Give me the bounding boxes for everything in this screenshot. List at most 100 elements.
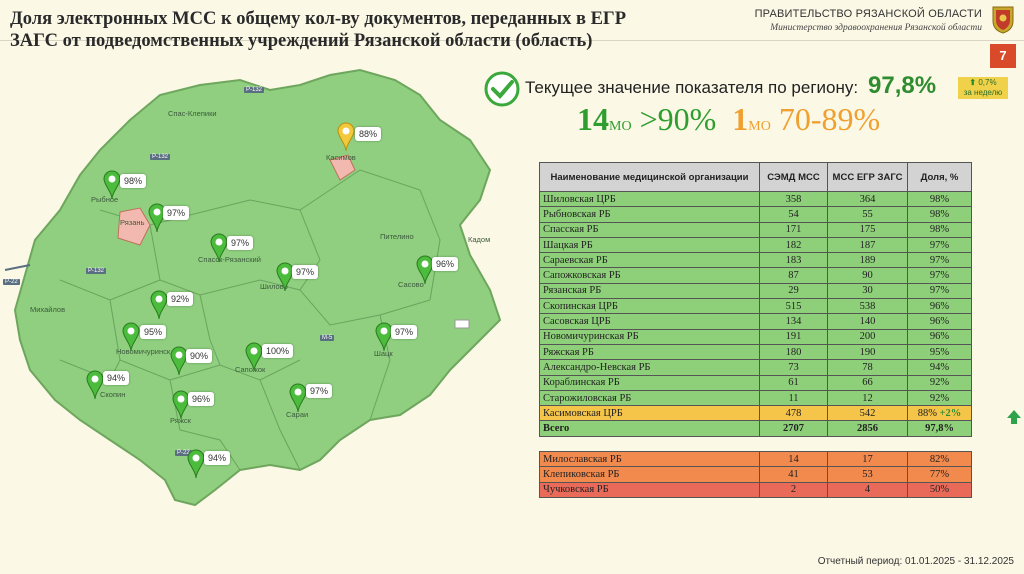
place-name: Сараи: [286, 410, 309, 419]
semd-count: 180: [759, 343, 828, 361]
map-percent-label: 98%: [120, 174, 147, 188]
semd-count: 134: [759, 313, 828, 330]
org-name: Милославская РБ: [539, 450, 760, 468]
map-pin-icon[interactable]: [86, 370, 104, 400]
road-label: Р-22: [3, 279, 20, 285]
share-value: 88%: [917, 407, 937, 419]
map-pin-icon[interactable]: [187, 449, 205, 479]
semd-count: 41: [759, 466, 828, 483]
map-percent-label: 88%: [355, 127, 382, 141]
green-range: >90%: [639, 101, 717, 137]
weekly-delta-badge: ⬆ 0,7% за неделю: [958, 77, 1008, 99]
place-name: Рязань: [120, 218, 145, 227]
region-map: Спас-Клепики Касимов Рыбное Рязань Спасс…: [0, 60, 520, 530]
government-name: ПРАВИТЕЛЬСТВО РЯЗАНСКОЙ ОБЛАСТИ: [754, 8, 982, 20]
up-arrow-icon: ⬆: [969, 78, 977, 87]
road-label: Р-22: [175, 450, 192, 456]
org-name: Клепиковская РБ: [539, 466, 760, 483]
map-percent-label: 94%: [103, 371, 130, 385]
place-name: Сапожок: [235, 365, 266, 374]
org-name: Сараевская РБ: [539, 252, 760, 269]
place-name: Кадом: [468, 235, 491, 244]
zags-count: 17: [827, 450, 908, 468]
road-label: Р-132: [150, 154, 171, 160]
map-percent-label: 97%: [227, 236, 254, 250]
map-pin-icon[interactable]: [210, 233, 228, 263]
region-map-shape: [4, 68, 502, 507]
map-percent-label: 96%: [432, 257, 459, 271]
org-name: Сапожковская РБ: [539, 267, 760, 284]
share-value: 94%: [907, 359, 972, 376]
column-header: СЭМД МСС: [759, 162, 828, 192]
place-name: Рыбное: [91, 195, 119, 204]
map-pin-icon[interactable]: [103, 170, 121, 200]
map-percent-label: 97%: [306, 384, 333, 398]
org-name: Александро-Невская РБ: [539, 359, 760, 376]
total-semd: 2707: [759, 420, 828, 437]
zags-count: 12: [827, 389, 908, 407]
zags-count: 364: [827, 190, 908, 208]
place-name: Шацк: [374, 349, 393, 358]
place-name: Новомичуринск: [116, 347, 171, 356]
semd-count: 182: [759, 236, 828, 254]
map-pin-icon[interactable]: [122, 322, 140, 352]
road-label: Р-132: [244, 87, 265, 93]
semd-count: 73: [759, 359, 828, 376]
semd-count: 358: [759, 190, 828, 208]
table-row: Спасская РБ 171 175 98%: [539, 221, 972, 238]
table-row: Сасовская ЦРБ 134 140 96%: [539, 313, 972, 330]
org-name: Чучковская РБ: [539, 481, 760, 498]
share-value: 95%: [907, 343, 972, 361]
org-name: Кораблинская РБ: [539, 374, 760, 391]
total-label: Всего: [539, 420, 760, 437]
share-change: +2%: [939, 407, 962, 419]
map-pin-icon[interactable]: [150, 290, 168, 320]
road-label: Р-132: [86, 268, 107, 274]
share-value: 92%: [907, 374, 972, 391]
semd-count: 171: [759, 221, 828, 238]
share-cell: 88% +2%: [907, 405, 972, 422]
column-header: Доля, %: [907, 162, 972, 192]
map-percent-label: 96%: [188, 392, 215, 406]
org-name: Рыбновская РБ: [539, 206, 760, 223]
map-pin-icon[interactable]: [245, 342, 263, 372]
organizations-table: Наименование медицинской организации СЭМ…: [539, 162, 972, 437]
table-row: Милославская РБ 14 17 82%: [539, 450, 972, 468]
total-zags: 2856: [827, 420, 908, 437]
table-row: Скопинская ЦРБ 515 538 96%: [539, 298, 972, 315]
share-value: 97%: [907, 267, 972, 284]
place-name: Ряжск: [170, 416, 191, 425]
org-name: Спасская РБ: [539, 221, 760, 238]
zags-count: 140: [827, 313, 908, 330]
map-pin-icon[interactable]: [337, 122, 355, 152]
table-row: Новомичуринская РБ 191 200 96%: [539, 328, 972, 345]
place-name: Касимов: [326, 153, 356, 162]
zags-count: 30: [827, 282, 908, 300]
org-name: Скопинская ЦРБ: [539, 298, 760, 315]
zags-count: 66: [827, 374, 908, 391]
share-value: 96%: [907, 298, 972, 315]
share-value: 97%: [907, 252, 972, 269]
delta-value: 0,7%: [978, 78, 997, 87]
place-name: Спас-Клепики: [168, 109, 217, 118]
share-value: 77%: [907, 466, 972, 483]
indicator-label: Текущее значение показателя по региону:: [525, 78, 859, 97]
zags-count: 4: [827, 481, 908, 498]
orange-range: 70-89%: [778, 101, 881, 137]
semd-count: 14: [759, 450, 828, 468]
map-percent-label: 100%: [262, 344, 294, 358]
org-name: Касимовская ЦРБ: [539, 405, 760, 422]
semd-count: 2: [759, 481, 828, 498]
map-pin-icon[interactable]: [289, 383, 307, 413]
map-percent-label: 94%: [204, 451, 231, 465]
table-row: Ряжская РБ 180 190 95%: [539, 343, 972, 361]
share-value: 96%: [907, 313, 972, 330]
checkmark-icon: [484, 71, 520, 107]
zags-count: 175: [827, 221, 908, 238]
page-title: Доля электронных МСС к общему кол-ву док…: [10, 9, 626, 51]
share-value: 50%: [907, 481, 972, 498]
semd-count: 515: [759, 298, 828, 315]
map-percent-label: 97%: [391, 325, 418, 339]
green-unit: МО: [609, 119, 632, 134]
category-summary: 14МО >90% 1МО 70-89%: [577, 101, 880, 138]
